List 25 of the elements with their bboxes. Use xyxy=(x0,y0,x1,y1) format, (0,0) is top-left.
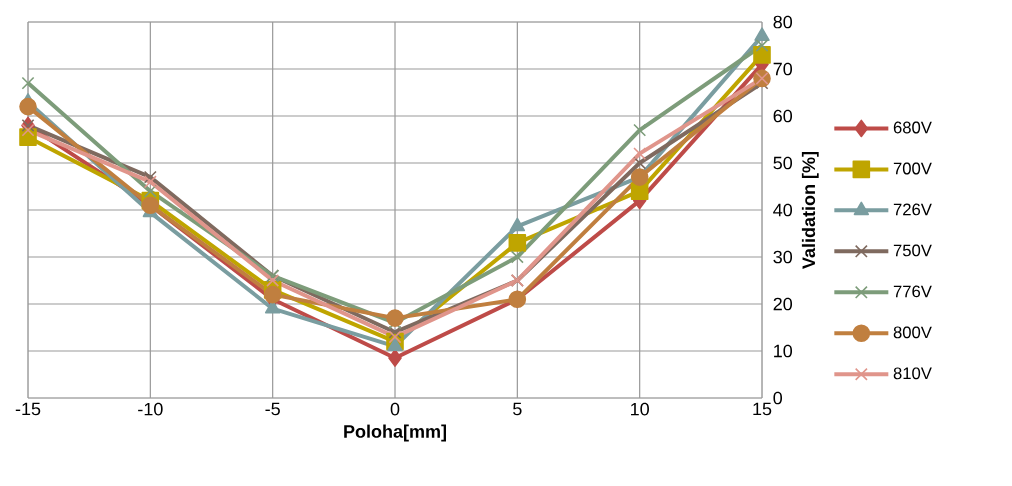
x-tick-label: -10 xyxy=(138,402,163,416)
legend-label: 750V xyxy=(893,244,932,257)
x-tick-label: -15 xyxy=(15,402,41,416)
legend-label: 810V xyxy=(893,367,932,380)
y-tick-label: 30 xyxy=(773,250,793,264)
x-tick-label: 15 xyxy=(753,402,772,416)
y-tick-label: 0 xyxy=(773,391,783,405)
x-tick-label: 5 xyxy=(513,402,522,416)
legend-label: 680V xyxy=(893,121,932,134)
y-tick-label: 60 xyxy=(773,109,793,123)
y-axis-title: Validation [%] xyxy=(801,152,819,269)
y-tick-label: 10 xyxy=(774,344,793,358)
y-tick-label: 70 xyxy=(773,62,793,76)
legend-label: 800V xyxy=(893,326,932,339)
x-tick-label: 0 xyxy=(390,402,400,416)
x-axis-title: Poloha[mm] xyxy=(344,424,446,442)
y-tick-label: 40 xyxy=(773,203,793,217)
legend-label: 700V xyxy=(893,162,932,175)
legend-label: 776V xyxy=(893,285,932,298)
x-tick-label: 10 xyxy=(631,402,649,416)
legend-label: 726V xyxy=(893,203,932,216)
y-tick-label: 50 xyxy=(773,156,793,170)
y-tick-label: 80 xyxy=(773,15,793,29)
y-tick-label: 20 xyxy=(773,297,793,311)
x-tick-label: -5 xyxy=(265,402,280,416)
